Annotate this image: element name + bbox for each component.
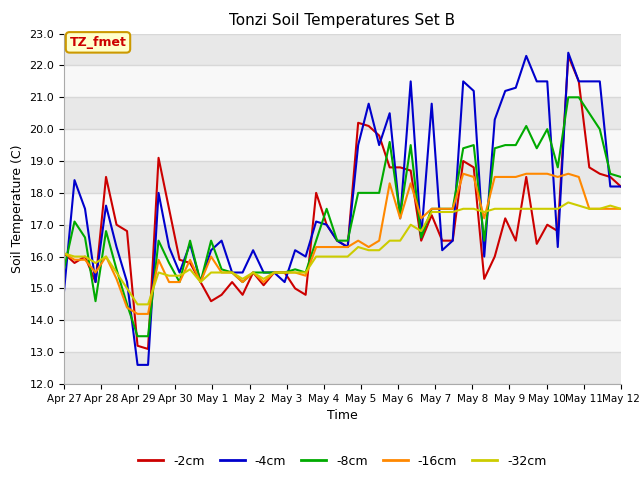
Legend: -2cm, -4cm, -8cm, -16cm, -32cm: -2cm, -4cm, -8cm, -16cm, -32cm xyxy=(133,450,552,473)
Title: Tonzi Soil Temperatures Set B: Tonzi Soil Temperatures Set B xyxy=(229,13,456,28)
Bar xyxy=(64,34,621,65)
Bar xyxy=(64,225,621,257)
Bar xyxy=(64,320,621,352)
Bar xyxy=(64,161,621,193)
Bar xyxy=(64,257,621,288)
Bar xyxy=(64,129,621,161)
Bar xyxy=(64,193,621,225)
Bar xyxy=(64,352,621,384)
Y-axis label: Soil Temperature (C): Soil Temperature (C) xyxy=(11,144,24,273)
Text: TZ_fmet: TZ_fmet xyxy=(70,36,127,49)
Bar xyxy=(64,65,621,97)
X-axis label: Time: Time xyxy=(327,409,358,422)
Bar xyxy=(64,97,621,129)
Bar xyxy=(64,288,621,320)
